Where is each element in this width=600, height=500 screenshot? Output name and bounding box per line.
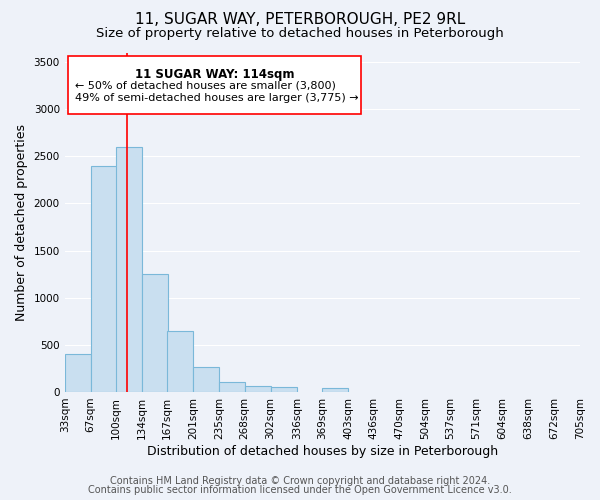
Bar <box>116 147 142 392</box>
Bar <box>142 274 168 392</box>
Bar <box>193 368 220 392</box>
Text: 49% of semi-detached houses are larger (3,775) →: 49% of semi-detached houses are larger (… <box>74 93 358 103</box>
Bar <box>245 386 271 392</box>
Text: ← 50% of detached houses are smaller (3,800): ← 50% of detached houses are smaller (3,… <box>74 81 335 91</box>
Bar <box>220 382 245 392</box>
Bar <box>68 56 361 114</box>
Text: 11 SUGAR WAY: 114sqm: 11 SUGAR WAY: 114sqm <box>135 68 295 80</box>
Text: 11, SUGAR WAY, PETERBOROUGH, PE2 9RL: 11, SUGAR WAY, PETERBOROUGH, PE2 9RL <box>135 12 465 28</box>
Bar <box>322 388 348 392</box>
X-axis label: Distribution of detached houses by size in Peterborough: Distribution of detached houses by size … <box>147 444 498 458</box>
Bar <box>271 387 296 392</box>
Bar <box>167 330 193 392</box>
Text: Size of property relative to detached houses in Peterborough: Size of property relative to detached ho… <box>96 28 504 40</box>
Text: Contains public sector information licensed under the Open Government Licence v3: Contains public sector information licen… <box>88 485 512 495</box>
Y-axis label: Number of detached properties: Number of detached properties <box>15 124 28 320</box>
Text: Contains HM Land Registry data © Crown copyright and database right 2024.: Contains HM Land Registry data © Crown c… <box>110 476 490 486</box>
Bar <box>65 354 91 392</box>
Bar <box>91 166 117 392</box>
